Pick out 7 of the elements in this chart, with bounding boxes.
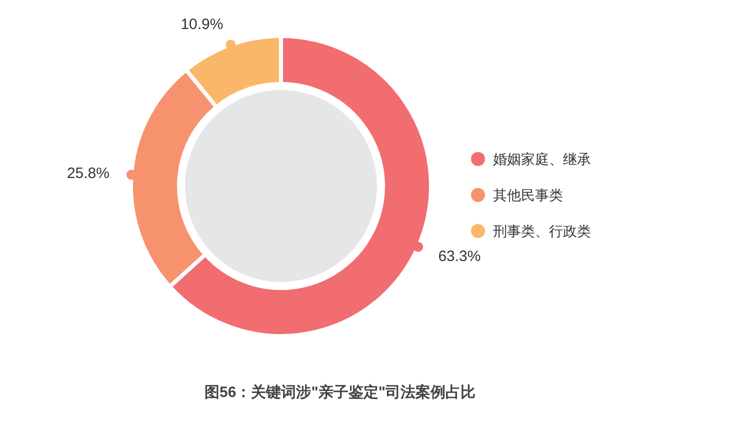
data-label: 63.3% (438, 248, 481, 265)
legend-label: 婚姻家庭、继承 (493, 151, 591, 167)
data-label: 10.9% (180, 16, 224, 33)
legend-label: 刑事类、行政类 (493, 223, 591, 239)
text: 图56：关键词涉"亲子鉴定"司法案例占比 (204, 383, 476, 401)
data-label: 25.8% (66, 165, 110, 182)
legend-label: 其他民事类 (493, 187, 563, 203)
